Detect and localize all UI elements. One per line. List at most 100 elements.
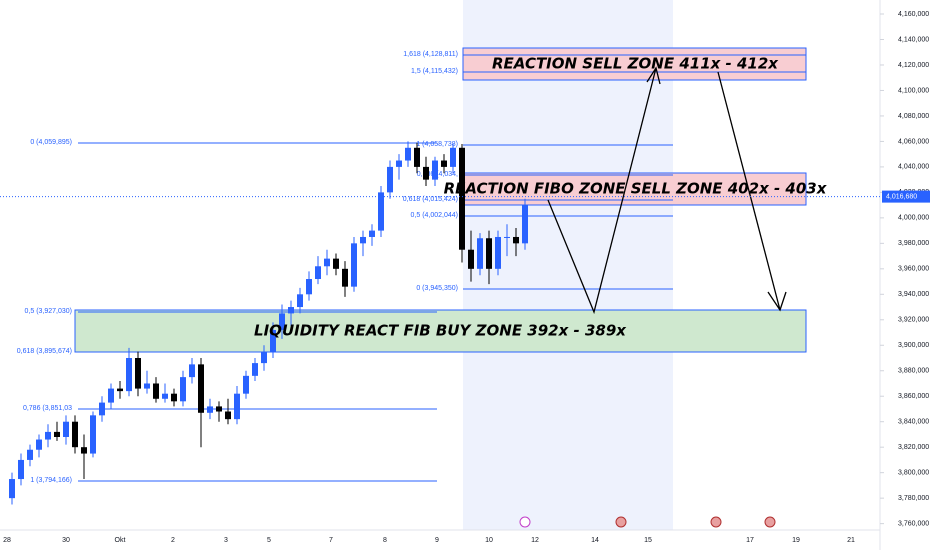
candle-body [477,238,483,269]
candle-body [234,393,240,420]
y-tick-label: 3,880,000 [898,368,929,375]
candle-body [351,243,357,287]
x-tick-label: 28 [3,537,11,544]
candle-body [324,258,330,267]
candle-body [423,166,429,180]
candle-body [342,268,348,287]
y-tick-label: 4,160,000 [898,11,929,18]
candle-body [486,238,492,269]
x-tick-label: 7 [329,537,333,544]
candle-body [45,431,51,440]
x-tick-label: 5 [267,537,271,544]
candle-body [432,160,438,180]
candle-body [522,205,528,244]
candle-body [90,415,96,454]
candle-body [99,402,105,416]
x-tick-label: 9 [435,537,439,544]
candle-body [450,147,456,167]
candle-body [117,388,123,392]
candle-body [261,351,267,364]
fib-label: 0,5 (3,927,030) [25,308,72,315]
x-tick-label: 12 [531,537,539,544]
x-tick-label: 15 [644,537,652,544]
fib-label: 1,5 (4,115,432) [411,68,458,75]
y-tick-label: 3,840,000 [898,419,929,426]
candle-body [18,459,24,480]
candle-body [396,160,402,167]
layer: 0 (4,059,895) 0,5 (3,927,030) 0,618 (3,895… [9,51,806,505]
candle-body [36,439,42,450]
candle-body [180,377,186,402]
fib-label: 1 (4,058,738) [416,141,458,148]
zone-label: LIQUIDITY REACT FIB BUY ZONE 392x - 389x [254,322,627,340]
x-tick-label: 17 [746,537,754,544]
x-tick-label: 21 [847,537,855,544]
event-icon [519,516,531,528]
candle-body [153,383,159,399]
y-tick-label: 3,780,000 [898,495,929,502]
sell-zone [462,47,807,81]
candle-body [108,388,114,403]
y-tick-label: 3,920,000 [898,317,929,324]
y-tick-label: 4,140,000 [898,36,929,43]
candle-body [216,406,222,412]
y-tick-label: 3,980,000 [898,240,929,247]
candle-body [387,166,393,193]
y-tick-label: 3,820,000 [898,444,929,451]
current-price-box [882,190,930,203]
fib-label: 0 (3,945,350) [416,285,458,292]
y-tick-label: 3,760,000 [898,520,929,527]
candle-body [378,192,384,231]
event-icons [519,516,776,528]
y-tick-label: 4,040,000 [898,164,929,171]
candle-body [315,266,321,280]
arrow-path [717,71,781,311]
candle-body [72,421,78,448]
x-tick-label: 8 [383,537,387,544]
candle-body [9,479,15,499]
x-tick-label: 14 [591,537,599,544]
candle-body [495,236,501,269]
candle-body [333,258,339,269]
candle-body [513,236,519,244]
candle-body [81,447,87,454]
candle-body [297,294,303,308]
candle-body [504,236,510,238]
fib-label: 1,618 (4,128,811) [403,51,458,58]
candle-body [270,329,276,352]
candle-body [405,147,411,161]
arrow-head [646,66,661,85]
fib-label: 0 (4,059,895) [30,139,72,146]
y-tick-label: 3,900,000 [898,342,929,349]
y-tick-label: 3,860,000 [898,393,929,400]
candle-body [126,358,132,392]
candle-body [441,160,447,167]
candle-body [63,421,69,437]
candle-body [414,147,420,167]
candle-body [207,406,213,413]
x-tick-label: 19 [792,537,800,544]
candle-body [135,358,141,389]
y-tick-label: 3,800,000 [898,470,929,477]
fib-label: 1 (3,794,166) [30,477,72,484]
candle-body [288,307,294,314]
y-tick-label: 4,120,000 [898,62,929,69]
event-icon [710,516,722,528]
candle-body [243,375,249,394]
y-tick-label: 4,100,000 [898,87,929,94]
event-icon [764,516,776,528]
zone-label: REACTION FIBO ZONE SELL ZONE 402x - 403x [444,180,828,198]
candle-body [279,313,285,330]
candle-body [189,364,195,378]
y-tick-label: 4,080,000 [898,113,929,120]
candle-body [198,364,204,413]
buy-zone [74,309,807,353]
candle-body [468,249,474,269]
y-tick-label: 3,960,000 [898,266,929,273]
x-tick-label: 10 [485,537,493,544]
candle-body [171,393,177,402]
y-tick-label: 4,060,000 [898,138,929,145]
candle-body [27,449,33,460]
y-tick-label: 3,940,000 [898,291,929,298]
